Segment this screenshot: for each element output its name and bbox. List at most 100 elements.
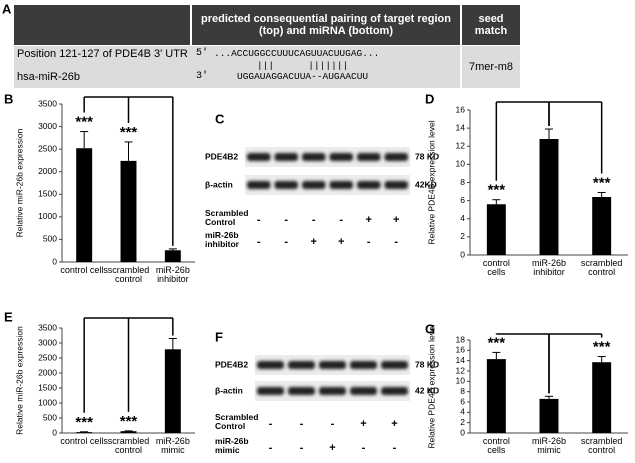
y-tick-label: 12 [456, 141, 466, 151]
x-tick-label: control cells [482, 436, 510, 456]
y-tick-label: 4 [460, 407, 465, 417]
treatment-sign: + [393, 214, 399, 226]
blot-band [357, 153, 381, 161]
x-tick-label: miR-26b inhibitor [155, 265, 190, 285]
y-tick-label: 2 [460, 417, 465, 427]
bar [539, 398, 559, 433]
panel-label: G [425, 321, 435, 336]
treatment-sign: - [394, 236, 398, 248]
y-tick-label: 1500 [38, 189, 57, 199]
y-tick-label: 4 [460, 213, 465, 223]
y-tick-label: 3500 [38, 98, 57, 108]
bar [539, 139, 559, 255]
panel-label: C [215, 111, 225, 126]
mirna-name: hsa-miR-26b [17, 71, 80, 83]
treatment-sign: - [284, 214, 288, 226]
y-tick-label: 1000 [38, 211, 57, 221]
blot-band [329, 181, 353, 189]
y-tick-label: 0 [460, 249, 465, 259]
significance: *** [488, 182, 506, 199]
bar [120, 431, 137, 433]
x-tick-label: control cells [60, 436, 108, 446]
blot-label: PDE4B2 [215, 359, 248, 369]
treatment-sign: - [312, 214, 316, 226]
x-tick-label: miR-26b mimic [155, 436, 190, 456]
y-tick-label: 1500 [38, 382, 57, 392]
y-axis-label: Relative PDE4B expression level [426, 120, 436, 244]
target-name: Position 121-127 of PDE4B 3' UTR [17, 48, 188, 60]
y-tick-label: 6 [460, 195, 465, 205]
blot-band [357, 181, 381, 189]
treatment-sign: + [329, 442, 335, 454]
x-tick-label: miR-26b inhibitor [531, 258, 566, 278]
treatment-sign: + [391, 418, 397, 430]
treatment-sign: - [269, 442, 273, 454]
blot-band [302, 153, 326, 161]
treatment-sign: - [284, 236, 288, 248]
significance: *** [75, 114, 93, 131]
y-tick-label: 0 [460, 427, 465, 437]
y-tick-label: 10 [456, 159, 466, 169]
treatment-label: miR-26b inhibitor [205, 230, 239, 249]
significance: *** [75, 414, 93, 431]
y-axis-label: Relative PDE4B expression level [426, 324, 436, 448]
mirna-sequence: UGGAUAGGACUUA--AUGAACUU [237, 71, 369, 82]
y-tick-label: 500 [43, 412, 57, 422]
table-header-bg [192, 5, 460, 45]
blot-band [319, 361, 346, 369]
y-tick-label: 3000 [38, 337, 57, 347]
blot-band [288, 361, 315, 369]
treatment-label: miR-26b mimic [215, 436, 249, 455]
bar [164, 250, 181, 262]
y-tick-label: 16 [456, 345, 466, 355]
blot-label: β-actin [205, 179, 233, 189]
y-tick-label: 2500 [38, 352, 57, 362]
blot-band [247, 181, 271, 189]
blot-band [257, 387, 284, 395]
panel-label: A [2, 1, 12, 16]
pairing: ||| ||||||| [257, 60, 349, 71]
table-body-bg [462, 46, 520, 88]
treatment-sign: - [362, 442, 366, 454]
bar [164, 349, 181, 433]
y-tick-label: 2500 [38, 143, 57, 153]
bar [592, 362, 612, 433]
blot-bg [245, 175, 410, 195]
treatment-label: Scrambled Control [205, 208, 249, 227]
blot-size: 78 KD [415, 151, 439, 161]
y-tick-label: 8 [460, 386, 465, 396]
bar [120, 160, 137, 262]
y-tick-label: 1000 [38, 397, 57, 407]
y-tick-label: 2000 [38, 367, 57, 377]
y-tick-label: 3500 [38, 322, 57, 332]
significance: *** [120, 413, 138, 430]
y-tick-label: 3000 [38, 121, 57, 131]
table-header-bg [14, 5, 190, 45]
table-header-bg [462, 5, 520, 45]
seed-match: 7mer-m8 [468, 61, 513, 73]
x-tick-label: miR-26b mimic [531, 436, 566, 456]
treatment-sign: + [338, 236, 344, 248]
treatment-sign: - [300, 442, 304, 454]
treatment-sign: - [269, 418, 273, 430]
panel-label: D [425, 91, 434, 106]
blot-band [247, 153, 271, 161]
treatment-sign: - [393, 442, 397, 454]
blot-band [274, 153, 298, 161]
blot-band [302, 181, 326, 189]
x-tick-label: control cells [482, 258, 510, 278]
y-axis-label: Relative miR-26b expression [14, 326, 24, 435]
significance: *** [120, 124, 138, 141]
treatment-sign: - [300, 418, 304, 430]
blot-label: PDE4B2 [205, 151, 238, 161]
blot-band [350, 361, 377, 369]
blot-band [288, 387, 315, 395]
significance: *** [488, 334, 506, 351]
blot-band [257, 361, 284, 369]
treatment-sign: + [311, 236, 317, 248]
treatment-sign: + [360, 418, 366, 430]
y-tick-label: 0 [52, 256, 57, 266]
y-tick-label: 18 [456, 334, 466, 344]
